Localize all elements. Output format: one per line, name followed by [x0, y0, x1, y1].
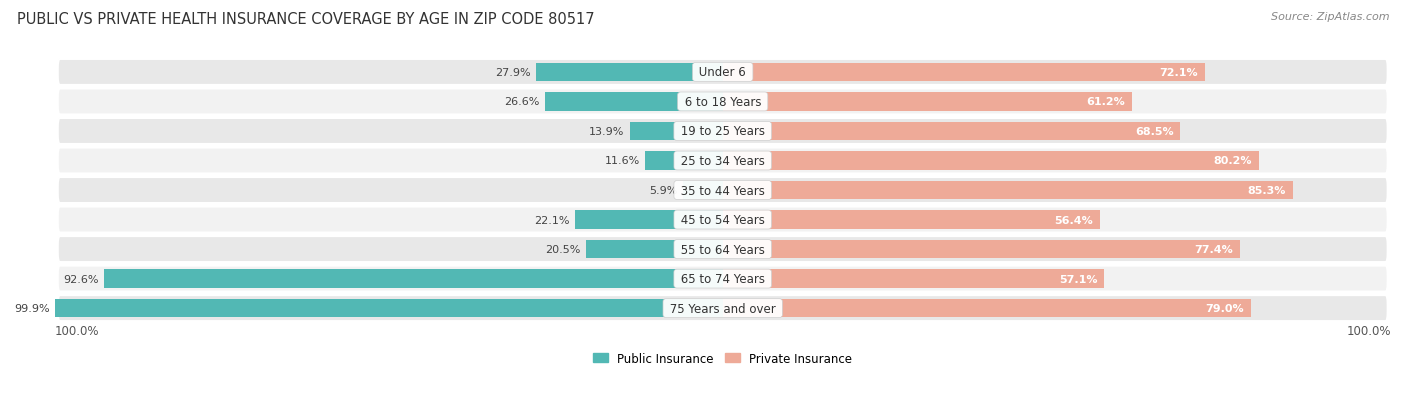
Bar	[55, 299, 723, 318]
Text: 20.5%: 20.5%	[546, 244, 581, 254]
Bar	[723, 211, 1099, 229]
FancyBboxPatch shape	[58, 266, 1388, 292]
Text: Under 6: Under 6	[696, 66, 749, 79]
Bar	[723, 181, 1292, 200]
Text: Source: ZipAtlas.com: Source: ZipAtlas.com	[1271, 12, 1389, 22]
Bar	[723, 299, 1251, 318]
Bar	[630, 123, 723, 141]
FancyBboxPatch shape	[58, 295, 1388, 321]
Bar	[645, 152, 723, 170]
Bar	[104, 270, 723, 288]
Bar	[575, 211, 723, 229]
Text: 77.4%: 77.4%	[1195, 244, 1233, 254]
Text: 57.1%: 57.1%	[1059, 274, 1098, 284]
Bar	[586, 240, 723, 259]
Text: 85.3%: 85.3%	[1247, 185, 1286, 195]
Text: 100.0%: 100.0%	[55, 325, 98, 337]
Bar	[723, 270, 1104, 288]
Text: 35 to 44 Years: 35 to 44 Years	[676, 184, 769, 197]
Text: 79.0%: 79.0%	[1205, 304, 1244, 313]
FancyBboxPatch shape	[58, 237, 1388, 262]
Text: 72.1%: 72.1%	[1159, 68, 1198, 78]
Text: 56.4%: 56.4%	[1054, 215, 1092, 225]
Text: 27.9%: 27.9%	[495, 68, 531, 78]
Bar	[723, 152, 1258, 170]
Text: 13.9%: 13.9%	[589, 127, 624, 137]
Bar	[723, 123, 1181, 141]
Text: 65 to 74 Years: 65 to 74 Years	[676, 273, 769, 285]
Text: 11.6%: 11.6%	[605, 156, 640, 166]
Text: PUBLIC VS PRIVATE HEALTH INSURANCE COVERAGE BY AGE IN ZIP CODE 80517: PUBLIC VS PRIVATE HEALTH INSURANCE COVER…	[17, 12, 595, 27]
Text: 61.2%: 61.2%	[1087, 97, 1125, 107]
Bar	[723, 240, 1240, 259]
Text: 99.9%: 99.9%	[14, 304, 49, 313]
Text: 45 to 54 Years: 45 to 54 Years	[676, 214, 769, 226]
FancyBboxPatch shape	[58, 207, 1388, 233]
Bar	[546, 93, 723, 112]
Text: 68.5%: 68.5%	[1135, 127, 1174, 137]
FancyBboxPatch shape	[58, 178, 1388, 204]
Text: 75 Years and over: 75 Years and over	[666, 302, 779, 315]
FancyBboxPatch shape	[58, 148, 1388, 174]
Text: 55 to 64 Years: 55 to 64 Years	[676, 243, 769, 256]
Text: 5.9%: 5.9%	[650, 185, 678, 195]
Text: 80.2%: 80.2%	[1213, 156, 1251, 166]
FancyBboxPatch shape	[58, 89, 1388, 115]
Text: 100.0%: 100.0%	[1347, 325, 1391, 337]
Text: 92.6%: 92.6%	[63, 274, 98, 284]
Text: 25 to 34 Years: 25 to 34 Years	[676, 154, 769, 168]
Bar	[536, 64, 723, 82]
Bar	[723, 93, 1132, 112]
Text: 19 to 25 Years: 19 to 25 Years	[676, 125, 769, 138]
Legend: Public Insurance, Private Insurance: Public Insurance, Private Insurance	[589, 347, 856, 370]
FancyBboxPatch shape	[58, 60, 1388, 86]
Text: 22.1%: 22.1%	[534, 215, 569, 225]
FancyBboxPatch shape	[58, 119, 1388, 145]
Bar	[723, 64, 1205, 82]
Text: 26.6%: 26.6%	[505, 97, 540, 107]
Text: 6 to 18 Years: 6 to 18 Years	[681, 96, 765, 109]
Bar	[683, 181, 723, 200]
